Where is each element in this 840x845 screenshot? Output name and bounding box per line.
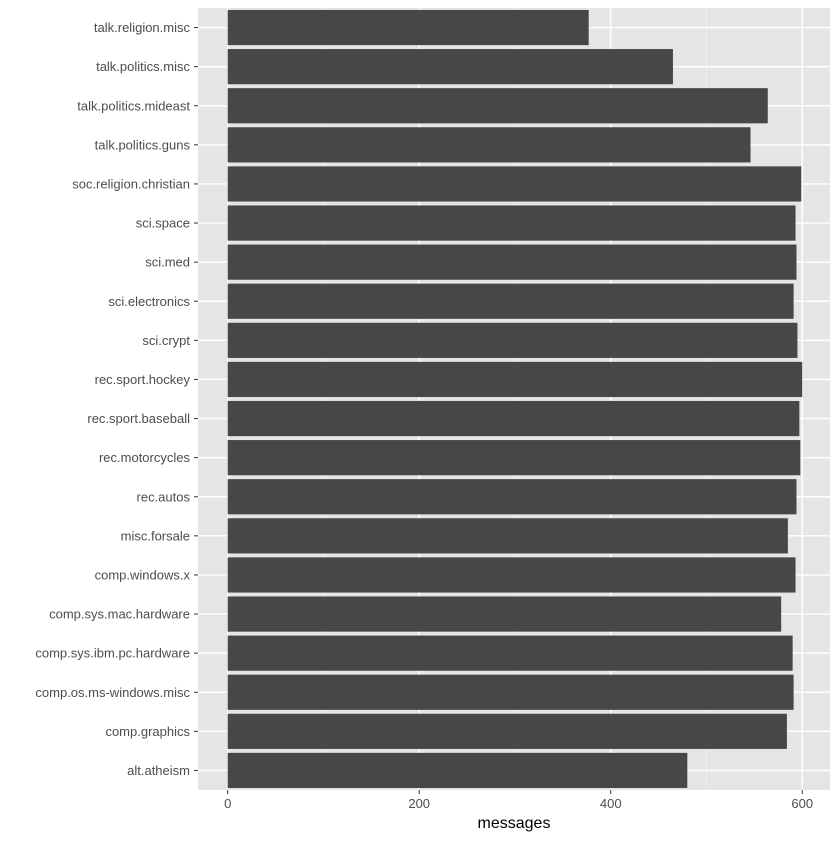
bar-comp-windows-x <box>227 557 796 593</box>
y-tick-label: talk.religion.misc <box>94 20 191 35</box>
x-tick-label: 600 <box>791 796 813 811</box>
bar-talk-politics-guns <box>227 127 751 163</box>
y-tick-label: talk.politics.mideast <box>77 98 190 113</box>
bar-alt-atheism <box>227 752 688 789</box>
bars <box>227 9 803 789</box>
y-tick-label: comp.graphics <box>105 724 190 739</box>
y-tick-label: sci.med <box>145 255 190 270</box>
bar-sci-electronics <box>227 283 794 319</box>
bar-comp-sys-mac-hardware <box>227 596 782 632</box>
x-tick-label: 200 <box>408 796 430 811</box>
bar-soc-religion-christian <box>227 166 802 202</box>
bar-misc-forsale <box>227 518 788 554</box>
x-tick-label: 400 <box>600 796 622 811</box>
bar-rec-motorcycles <box>227 440 801 476</box>
bar-talk-religion-misc <box>227 9 589 46</box>
y-tick-label: talk.politics.misc <box>96 59 190 74</box>
x-tick-label: 0 <box>224 796 231 811</box>
bar-sci-med <box>227 244 797 280</box>
bar-rec-sport-hockey <box>227 361 803 398</box>
y-tick-label: sci.electronics <box>108 294 190 309</box>
bar-comp-sys-ibm-pc-hardware <box>227 635 793 671</box>
y-tick-label: sci.space <box>136 216 190 231</box>
y-tick-label: comp.sys.ibm.pc.hardware <box>35 646 190 661</box>
bar-talk-politics-misc <box>227 49 673 85</box>
y-tick-label: rec.sport.hockey <box>95 372 191 387</box>
bar-comp-os-ms-windows-misc <box>227 674 794 710</box>
plot-panel <box>198 8 830 790</box>
y-tick-label: rec.sport.baseball <box>87 411 190 426</box>
y-tick-label: rec.autos <box>137 489 191 504</box>
y-tick-label: comp.sys.mac.hardware <box>49 607 190 622</box>
x-axis: 0 200 400 600 <box>224 790 813 811</box>
y-tick-label: rec.motorcycles <box>99 450 191 465</box>
y-tick-label: misc.forsale <box>121 528 190 543</box>
y-tick-label: soc.religion.christian <box>72 176 190 191</box>
bar-sci-space <box>227 205 796 241</box>
bar-sci-crypt <box>227 322 798 358</box>
y-tick-label: comp.os.ms-windows.misc <box>35 685 190 700</box>
y-tick-label: alt.atheism <box>127 763 190 778</box>
y-tick-label: talk.politics.guns <box>95 137 191 152</box>
bar-comp-graphics <box>227 713 787 749</box>
y-axis: alt.atheism comp.graphics comp.os.ms-windo… <box>35 20 198 778</box>
bar-talk-politics-mideast <box>227 88 768 124</box>
x-axis-title: messages <box>478 815 551 832</box>
bar-rec-sport-baseball <box>227 400 800 437</box>
y-tick-label: comp.windows.x <box>95 567 191 582</box>
bar-rec-autos <box>227 479 797 515</box>
y-tick-label: sci.crypt <box>142 333 190 348</box>
